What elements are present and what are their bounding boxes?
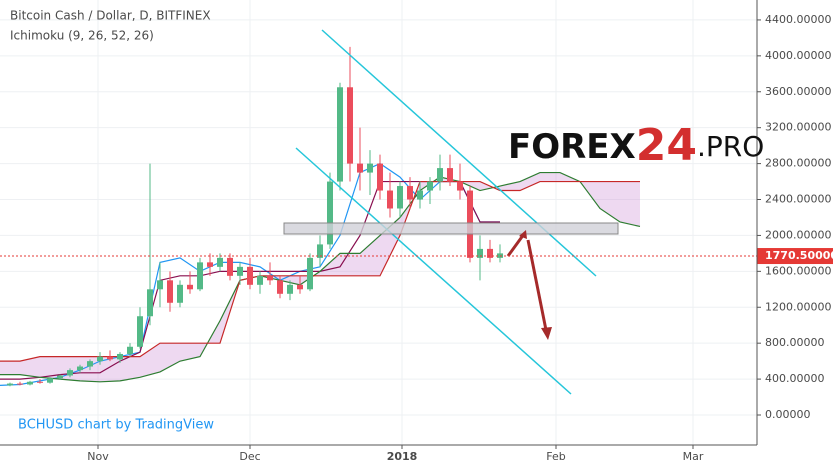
candle-body (257, 275, 263, 285)
y-tick-label: 2000.00000 (765, 228, 831, 241)
candle-body (447, 168, 453, 182)
candle-body (397, 186, 403, 209)
candle-body (67, 370, 73, 376)
candle-body (107, 356, 113, 360)
y-tick-label: 1600.00000 (765, 264, 831, 277)
chart-title: Bitcoin Cash / Dollar, D, BITFINEX (10, 9, 211, 23)
candle-body (57, 375, 63, 379)
candle-body (327, 181, 333, 245)
y-tick-label: 400.00000 (765, 372, 825, 385)
candle-body (157, 280, 163, 290)
candle-body (277, 280, 283, 294)
candle-body (47, 378, 53, 383)
candle-body (127, 346, 133, 354)
x-tick-label: Nov (87, 450, 109, 463)
x-tick-label: Feb (546, 450, 565, 463)
cloud-layer (0, 172, 640, 382)
candle-body (307, 257, 313, 290)
x-tick-label: Mar (683, 450, 704, 463)
chart-subtitle: Ichimoku (9, 26, 52, 26) (10, 29, 154, 43)
candle-body (377, 163, 383, 191)
candle-body (267, 275, 273, 281)
candle-body (487, 248, 493, 258)
arrow-head (541, 327, 552, 340)
ichimoku-cloud (0, 172, 640, 382)
y-tick-label: 1200.00000 (765, 300, 831, 313)
arrow (526, 239, 548, 331)
zone-rect (283, 222, 619, 235)
y-tick-label: 2800.00000 (765, 157, 831, 170)
candle-body (427, 181, 433, 191)
indicator-line (0, 180, 640, 362)
candle-body (147, 289, 153, 317)
candle-body (17, 383, 23, 385)
candle-body (477, 248, 483, 258)
y-tick-label: 4400.00000 (765, 13, 831, 26)
x-tick-label: 2018 (387, 450, 418, 463)
y-tick-label: 3600.00000 (765, 85, 831, 98)
trend-line (321, 29, 597, 277)
trend-line (295, 147, 572, 395)
candle-body (207, 262, 213, 267)
candle-body (167, 280, 173, 303)
arrow (506, 233, 526, 257)
candle-body (407, 186, 413, 200)
watermark-part: .PRO (697, 130, 764, 163)
candle-body (137, 316, 143, 347)
candle-body (117, 353, 123, 360)
candle-body (297, 284, 303, 290)
candle-body (387, 190, 393, 209)
y-tick-label: 800.00000 (765, 336, 825, 349)
candle-body (177, 284, 183, 303)
candle-body (417, 190, 423, 200)
candle-body (437, 168, 443, 182)
y-tick-label: 3200.00000 (765, 121, 831, 134)
candle-body (367, 163, 373, 173)
last-price-label: 1770.50000 (765, 249, 833, 262)
x-tick-label: Dec (239, 450, 260, 463)
candle-body (197, 262, 203, 290)
arrow-head (519, 230, 527, 239)
credit: BCHUSD chart by TradingView (18, 418, 214, 433)
candle-body (357, 163, 363, 173)
watermark: FOREX24.PRO (508, 120, 764, 171)
candle-body (7, 383, 13, 386)
candle-body (317, 244, 323, 258)
candle-body (87, 361, 93, 367)
axes: 0.00000 400.00000 800.00000 1200.00000 1600.… (0, 13, 833, 463)
candle-body (27, 381, 33, 385)
candle-body (217, 257, 223, 267)
last-price-box (757, 248, 833, 265)
candle-body (227, 257, 233, 276)
indicator-line (0, 171, 641, 383)
y-tick-label: 0.00000 (765, 408, 811, 421)
candle-body (287, 284, 293, 294)
y-tick-label: 2400.00000 (765, 193, 831, 206)
candle-body (77, 366, 83, 371)
candle-body (97, 356, 103, 362)
candle-body (187, 284, 193, 290)
candle-body (37, 381, 43, 383)
candle-body (247, 266, 253, 285)
candle-body (237, 266, 243, 276)
watermark-part: 24 (636, 120, 697, 171)
y-tick-label: 4000.00000 (765, 49, 831, 62)
candle-body (337, 87, 343, 182)
candle-body (457, 181, 463, 191)
watermark-part: FOREX (508, 127, 636, 167)
candle-body (347, 87, 353, 164)
